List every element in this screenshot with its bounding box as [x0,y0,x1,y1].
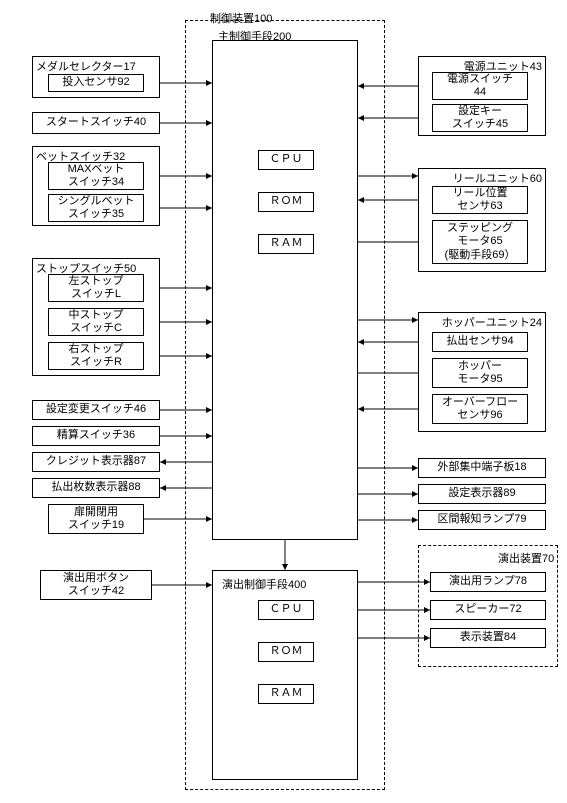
chip-sub-rom: ＲＯＭ [258,642,314,662]
box-power-switch: 電源スイッチ 44 [432,72,528,100]
diagram-stage: 制御装置100主制御手段200演出制御手段400ＣＰＵＲＯＭＲＡＭＣＰＵＲＯＭＲ… [0,0,567,803]
box-start-switch: スタートスイッチ40 [32,112,160,134]
lbl-presentation-device: 演出装置70 [498,550,554,566]
box-setting-disp: 設定表示器89 [418,484,546,504]
box-reel-sensor: リール位置 センサ63 [432,186,528,214]
box-payout-sensor: 払出センサ94 [432,332,528,352]
grp-medal-selector-title: メダルセレクター17 [36,58,136,74]
box-max-bet: MAXベット スイッチ34 [48,162,144,190]
box-setting-key: 設定キー スイッチ45 [432,104,528,132]
box-ext-terminal: 外部集中端子板18 [418,458,546,478]
box-section-lamp: 区間報知ランプ79 [418,510,546,530]
box-stop-r: 右ストップ スイッチR [48,342,144,370]
chip-sub-cpu: ＣＰＵ [258,600,314,620]
box-credit-disp: クレジット表示器87 [32,452,160,472]
lbl-control-device: 制御装置100 [210,10,272,26]
chip-main-ram: ＲＡＭ [258,234,314,254]
box-main-control [212,40,358,540]
box-payout-disp: 払出枚数表示器88 [32,478,160,498]
box-stop-c: 中ストップ スイッチC [48,308,144,336]
box-effect-lamp: 演出用ランプ78 [430,572,546,592]
box-overflow-sensor: オーバーフロー センサ96 [432,394,528,424]
chip-sub-ram: ＲＡＭ [258,684,314,704]
box-insert-sensor: 投入センサ92 [48,74,144,92]
box-setting-change: 設定変更スイッチ46 [32,400,160,420]
box-settle-switch: 精算スイッチ36 [32,426,160,446]
box-effect-button: 演出用ボタン スイッチ42 [40,570,152,600]
box-display: 表示装置84 [430,628,546,648]
chip-main-rom: ＲＯＭ [258,192,314,212]
box-speaker: スピーカー72 [430,600,546,620]
box-hopper-motor: ホッパー モータ95 [432,358,528,388]
box-stop-l: 左ストップ スイッチL [48,274,144,302]
chip-main-cpu: ＣＰＵ [258,150,314,170]
grp-reel-unit-title: リールユニット60 [453,170,542,186]
grp-hopper-unit-title: ホッパーユニット24 [442,314,542,330]
box-stepping-motor: ステッピング モータ65 (駆動手段69） [432,220,528,264]
box-single-bet: シングルベット スイッチ35 [48,194,144,222]
box-door-switch: 扉開閉用 スイッチ19 [48,504,144,534]
lbl-sub-control: 演出制御手段400 [222,576,306,592]
